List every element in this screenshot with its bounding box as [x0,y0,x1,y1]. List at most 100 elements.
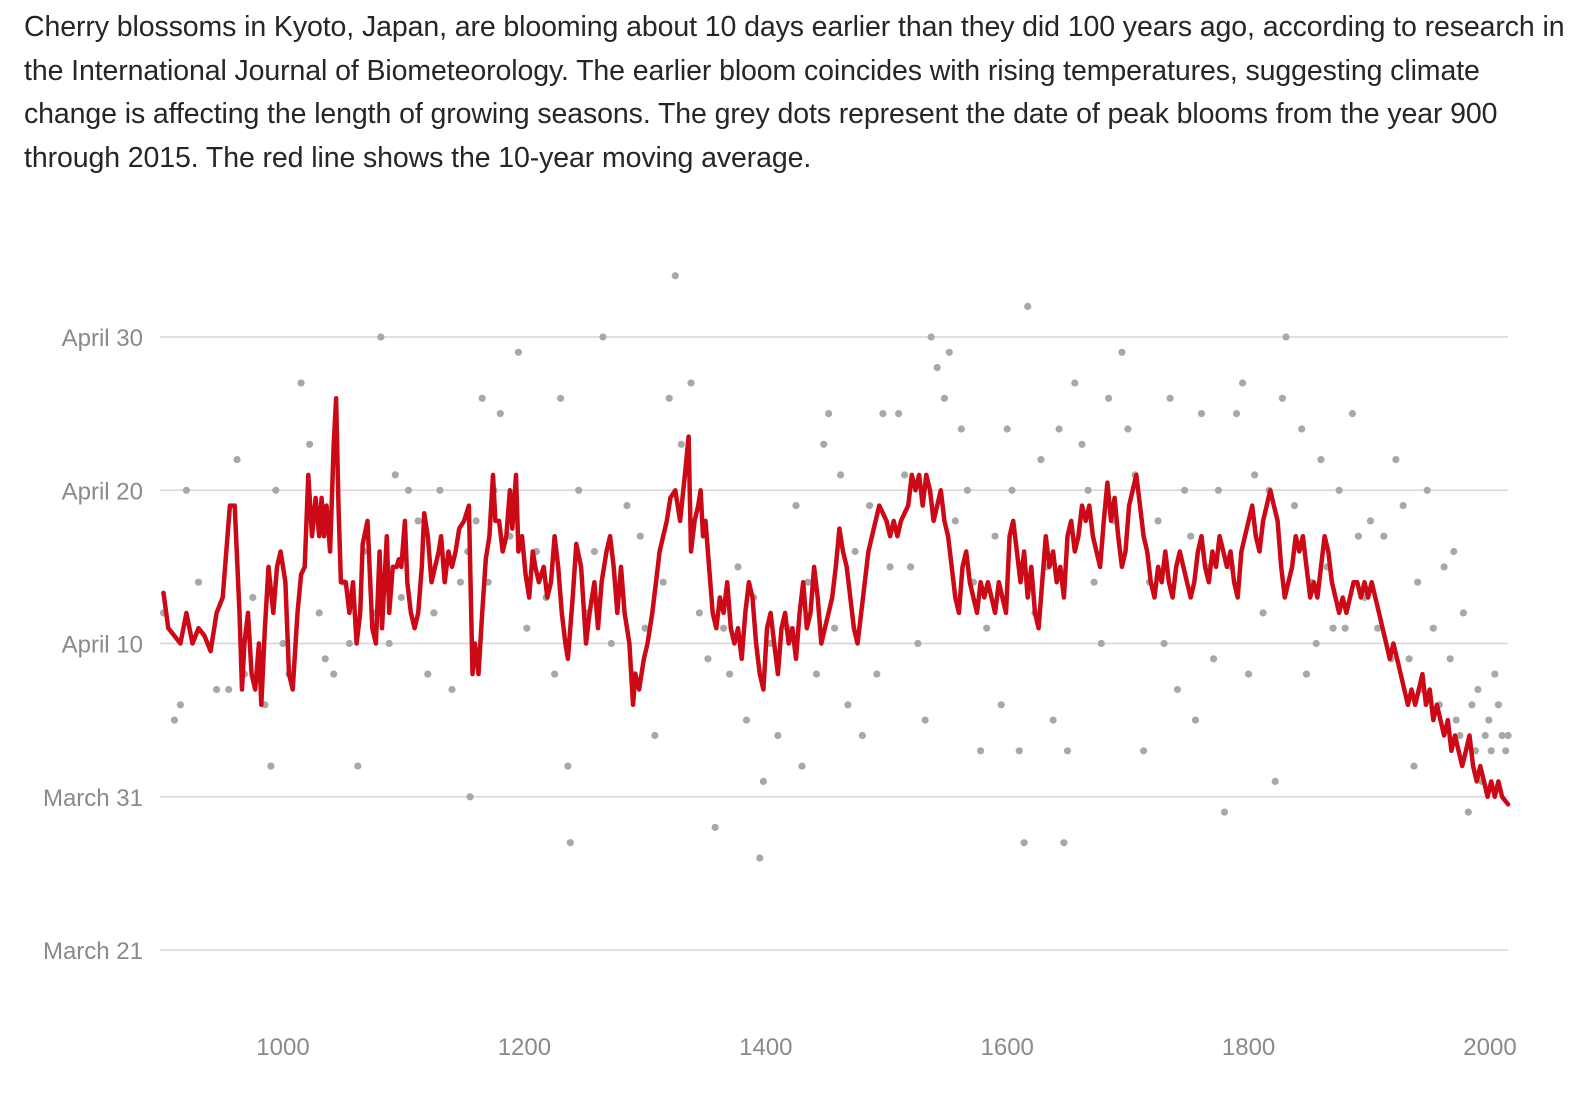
bloom-dot [1187,532,1195,540]
bloom-dot [478,394,486,402]
bloom-dot [424,670,432,678]
bloom-dot [858,731,867,740]
bloom-dot [436,486,444,494]
bloom-dot [1105,394,1113,402]
bloom-dot [687,379,695,387]
bloom-dot [249,593,257,602]
moving-average [161,396,1511,807]
bloom-dot [1485,716,1493,724]
bloom-dot [1191,716,1200,724]
bloom-dot [879,410,887,418]
bloom-dot [1452,716,1460,724]
bloom-dot [194,578,203,586]
bloom-dot [1049,716,1057,724]
bloom-dot [997,701,1005,709]
chart-caption: Cherry blossoms in Kyoto, Japan, are blo… [24,11,1565,174]
bloom-dot [607,639,615,648]
bloom-dot [1290,502,1299,510]
bloom-dot [1008,486,1016,494]
bloom-dot [182,486,190,494]
bloom-dot [315,609,323,617]
bloom-dot [1494,701,1502,709]
bloom-dot [321,655,329,663]
bloom-dot [1173,685,1181,694]
bloom-dot [1037,456,1045,464]
bloom-dot [798,762,806,770]
bloom-dot [774,731,782,740]
bloom-dot [391,471,399,479]
bloom-dot [641,624,649,632]
bloom-dot [1502,747,1510,755]
bloom-dot [945,348,953,356]
y-tick-label: April 30 [62,325,143,352]
bloom-dot [759,777,768,786]
bloom-dot [957,425,965,433]
bloom-dot [176,701,184,709]
bloom-dot [397,593,405,602]
bloom-dot [991,532,999,540]
bloom-dot [272,486,280,494]
bloom-dot [1354,532,1362,540]
bloom-dot [1348,410,1356,418]
bloom-dot [659,578,667,586]
bloom-dot [756,854,764,862]
bloom-dot [448,685,456,694]
bloom-dot [951,517,959,525]
bloom-dot [466,793,474,801]
y-tick-label: April 20 [62,478,143,505]
bloom-dot [983,624,991,632]
bloom-dot [551,670,559,678]
bloom-dot [345,639,353,648]
bloom-dot [1278,394,1286,402]
bloom-dot [825,410,833,418]
bloom-dot [267,762,275,770]
bloom-dot [1063,747,1072,755]
bloom-dot [1335,486,1343,494]
bloom-dot [742,716,751,724]
bloom-dot [1366,517,1375,525]
bloom-dot [940,394,949,402]
bloom-dot [623,502,631,510]
bloom-dot [523,624,531,632]
bloom-dot [1097,639,1105,648]
bloom-dot [1181,486,1189,494]
bloom-dot [1197,410,1206,418]
bloom-dot [1084,486,1092,494]
bloom-dot [1166,394,1174,402]
bloom-dot [1440,563,1448,571]
bloom-dot [704,655,712,663]
bloom-dot [1015,747,1023,755]
x-tick-label: 2000 [1463,1034,1516,1061]
bloom-dot [1423,486,1431,494]
bloom-dot [963,486,972,494]
bloom-dot [1468,701,1476,709]
bloom-dot [837,471,845,479]
bloom-dot [1374,624,1382,632]
bloom-dot [414,517,422,525]
bloom-dot [1450,547,1458,556]
bloom-dot [831,624,839,632]
bloom-dot [933,364,941,372]
bloom-dot [1271,777,1279,786]
bloom-dot [170,716,178,724]
bloom-dot [1282,333,1290,341]
bloom-dot [330,670,338,678]
y-axis: April 30 April 20 April 10 March 31 March 21 [43,325,143,965]
bloom-dot [297,379,305,387]
bloom-dot [907,563,915,571]
bloom-dot [726,670,734,678]
bloom-dot [1160,639,1168,648]
bloom-dot [711,823,719,832]
bloom-dot [456,578,464,586]
bloom-dot [1078,440,1086,448]
bloom-dot [820,440,828,448]
bloom-dot [1118,348,1126,356]
bloom-dot [901,471,909,479]
bloom-dot [1251,471,1259,479]
bloom-dot [1399,502,1407,510]
bloom-dot [306,440,314,448]
bloom-dot [1312,639,1320,648]
bloom-dot [1055,425,1063,433]
bloom-dot [1491,670,1499,678]
bloom-dot [804,578,812,586]
